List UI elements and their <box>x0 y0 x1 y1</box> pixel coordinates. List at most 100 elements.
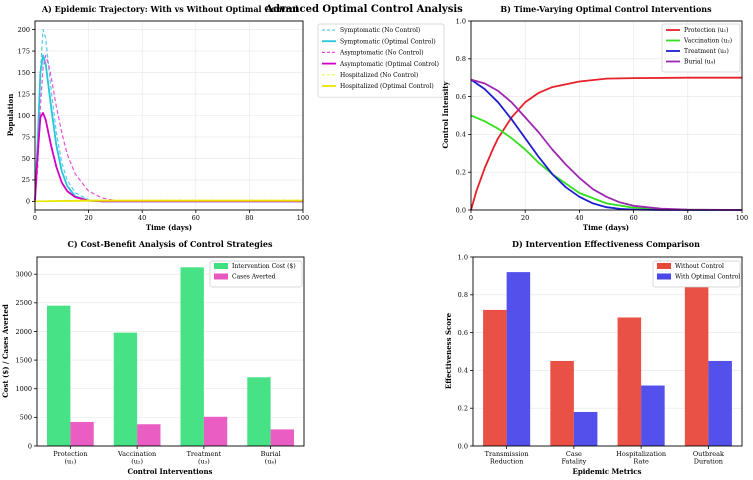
panel-d-title: D) Intervention Effectiveness Comparison <box>512 239 700 249</box>
panel-c-ytick-label: 1000 <box>15 385 32 393</box>
panel-d-xtick-label: Fatality <box>561 458 586 466</box>
panel-a-ytick-label: 175 <box>18 47 30 55</box>
panel-a-ytick-label: 75 <box>22 133 30 141</box>
panel-a-xtick-label: 20 <box>84 214 92 222</box>
panel-d-bar-0 <box>684 285 709 446</box>
panel-b-ylabel: Control Intensity <box>441 81 450 149</box>
panel-b-legend-label: Burial (u₄) <box>684 59 715 66</box>
panel-d-bar-1 <box>641 385 665 446</box>
panel-c-legend: Intervention Cost ($) Cases Averted <box>209 260 303 288</box>
panel-a-ylabel: Population <box>6 94 15 137</box>
panel-b-xtick-label: 80 <box>684 214 692 222</box>
panel-d-legend: Without Control With Optimal Control <box>652 260 741 288</box>
suptitle: Advanced Optimal Control Analysis <box>264 4 463 15</box>
panel-c-frame <box>36 256 305 447</box>
panel-b-legend-box <box>661 23 741 73</box>
panel-c-ylabel: Cost ($) / Cases Averted <box>1 304 10 398</box>
panel-a-title: A) Epidemic Trajectory: With vs Without … <box>41 4 298 14</box>
panel-d-legend-swatch <box>657 273 671 280</box>
panel-a-series-line-1 <box>34 54 303 203</box>
panel-a-legend-label: Hospitalized (No Control) <box>340 72 418 79</box>
panel-c-bar-1 <box>270 429 294 446</box>
panel-a-legend-label: Symptomatic (Optimal Control) <box>340 38 436 45</box>
panel-d-ytick-label: 0.4 <box>458 367 468 375</box>
panel-b-ytick-label: 0.2 <box>456 169 466 177</box>
panel-b-legend-label: Vaccination (u₂) <box>683 38 732 45</box>
panel-a-xtick-label: 100 <box>297 214 309 222</box>
panel-c-bar-0 <box>247 377 271 446</box>
panel-c-xtick-label: (u₄) <box>265 458 277 466</box>
panel-a-ytick-label: 100 <box>18 112 30 120</box>
panel-b-ytick-label: 0.8 <box>456 55 466 63</box>
panel-d-bar-1 <box>708 360 732 446</box>
panel-c-xtick-label: (u₂) <box>131 458 143 466</box>
panel-b-ytick-label: 0.0 <box>456 206 466 214</box>
panel-a-xtick-label: 0 <box>33 214 37 222</box>
panel-a-ytick-label: 150 <box>18 69 30 77</box>
panel-c-xtick-label: Treatment <box>187 450 222 458</box>
panel-d-ylabel: Effectiveness Score <box>444 312 453 389</box>
panel-d-legend-label: Without Control <box>675 263 724 270</box>
panel-c-bar-1 <box>203 416 228 446</box>
panel-b-series-line-0 <box>470 76 742 211</box>
panel-a-ytick-label: 125 <box>18 90 30 98</box>
panel-c-ytick-label: 1500 <box>15 356 32 364</box>
panel-a-legend-label: Asymptomatic (Optimal Control) <box>339 61 439 68</box>
panel-a-series-line-5 <box>34 199 303 203</box>
panel-a-xtick-label: 60 <box>192 214 200 222</box>
panel-d-ytick-label: 0.6 <box>458 329 468 337</box>
panel-c-xtick-label: Burial <box>261 450 281 458</box>
panel-c-xlabel: Control Interventions <box>128 467 213 476</box>
panel-c-bar-1 <box>70 421 94 446</box>
panel-a-ytick-label: 200 <box>18 26 30 34</box>
panel-b-ytick-label: 1.0 <box>456 17 466 25</box>
panel-b-xtick-label: 20 <box>521 214 529 222</box>
panel-d-xtick-label: Rate <box>633 458 649 466</box>
panel-a-ytick-label: 25 <box>22 176 30 184</box>
panel-d-ytick-label: 0.0 <box>458 442 468 450</box>
panel-a-legend-label: Symptomatic (No Control) <box>340 27 420 34</box>
panel-c-ytick-label: 500 <box>20 414 32 422</box>
panel-d-xtick-label: Transmission <box>485 450 529 458</box>
panel-b-xtick-label: 100 <box>736 214 748 222</box>
panel-c-bar-0 <box>113 332 138 446</box>
panel-d-xtick-label: Case <box>566 450 582 458</box>
panel-d-bar-1 <box>506 272 531 446</box>
panel-a-legend-label: Hospitalized (Optimal Control) <box>340 83 434 90</box>
panel-d-xtick-label: Reduction <box>490 458 524 466</box>
panel-c-xtick-label: (u₃) <box>198 458 210 466</box>
panel-c-bar-0 <box>180 267 204 446</box>
panel-c-bar-0 <box>47 305 71 446</box>
panel-a-ytick-label: 50 <box>22 155 30 163</box>
panel-c-xtick-label: Vaccination <box>117 450 156 458</box>
panel-c-ytick-label: 3000 <box>15 270 32 278</box>
panel-d-bar-0 <box>550 360 574 446</box>
panel-b-control-chart: B) Time-Varying Optimal Control Interven… <box>441 4 748 232</box>
panel-c-ytick-label: 2000 <box>15 328 32 336</box>
panel-b-xtick-label: 40 <box>575 214 583 222</box>
panel-b-legend: Protection (u₁) Vaccination (u₂) Treatment… <box>661 23 741 73</box>
panel-d-legend-label: With Optimal Control <box>675 274 740 281</box>
panel-d-xtick-label: Duration <box>694 458 723 466</box>
panel-a-legend-label: Asymptomatic (No Control) <box>339 50 424 57</box>
panel-c-cost-benefit-chart: C) Cost-Benefit Analysis of Control Stra… <box>1 239 305 476</box>
panel-c-legend-label: Intervention Cost ($) <box>232 263 296 270</box>
panel-c-title: C) Cost-Benefit Analysis of Control Stra… <box>68 239 273 249</box>
panel-c-legend-swatch <box>214 263 228 269</box>
panel-b-frame <box>470 20 743 211</box>
panel-a-legend-box <box>317 23 445 98</box>
panel-d-legend-swatch <box>657 263 671 269</box>
panel-b-legend-label: Treatment (u₃) <box>684 48 729 55</box>
panel-b-series-line-2 <box>470 78 742 211</box>
panel-b-legend-label: Protection (u₁) <box>684 27 729 34</box>
panel-c-ytick-label: 2500 <box>15 299 32 307</box>
panel-a-xtick-label: 80 <box>245 214 253 222</box>
panel-b-xtick-label: 0 <box>469 214 473 222</box>
panel-c-ytick-label: 0 <box>28 442 32 450</box>
panel-d-frame <box>472 256 743 447</box>
panel-d-xlabel: Epidemic Metrics <box>573 467 642 476</box>
panel-c-xtick-label: Protection <box>53 450 87 458</box>
panel-d-xtick-label: Hospitalization <box>616 450 666 458</box>
panel-b-ytick-label: 0.4 <box>456 131 466 139</box>
